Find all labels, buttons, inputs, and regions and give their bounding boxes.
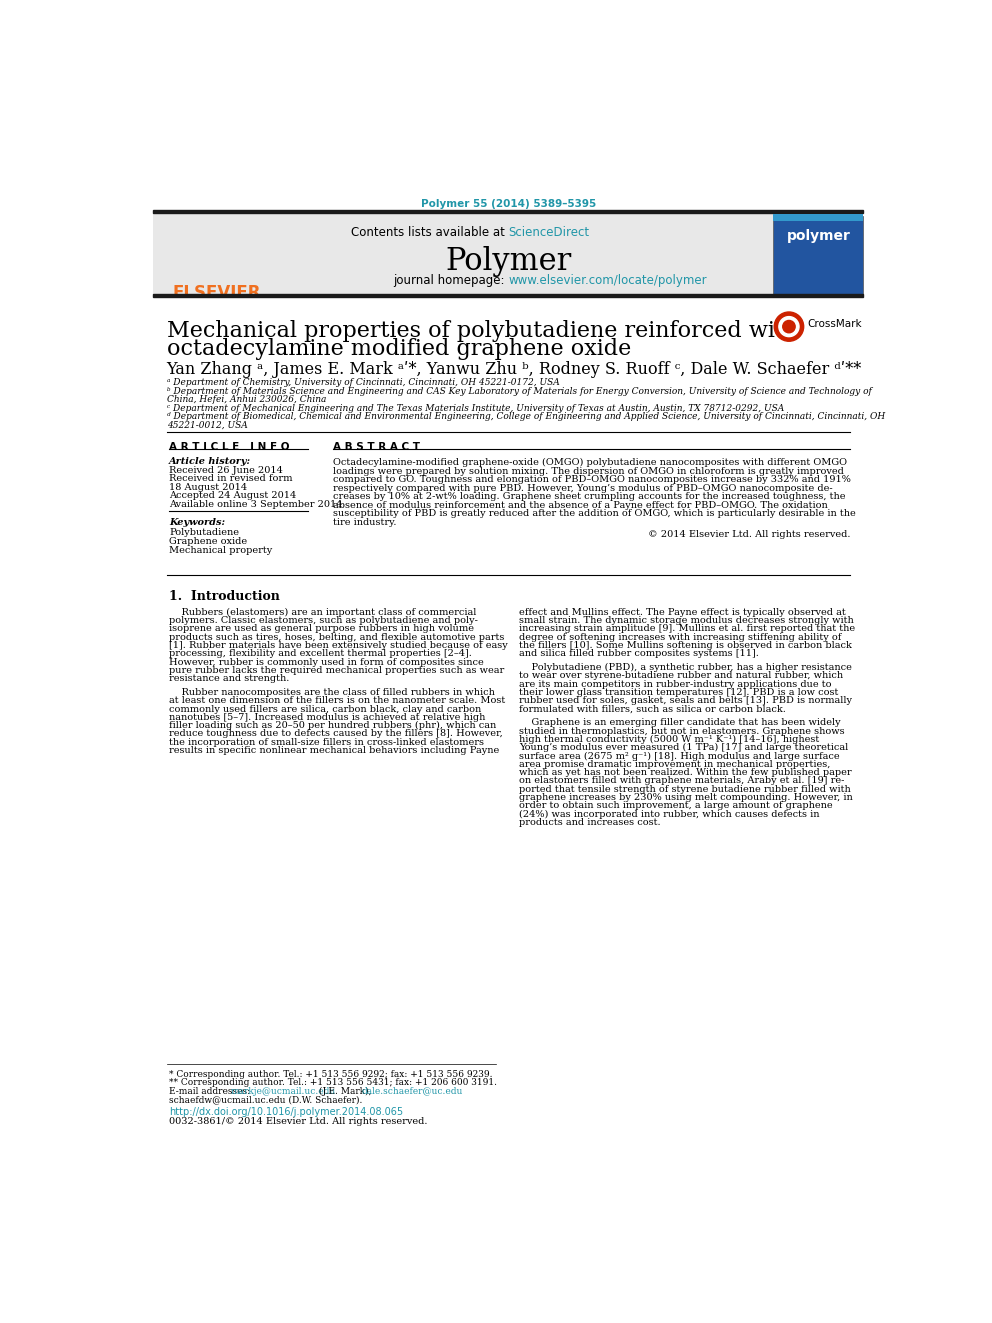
Text: 1.  Introduction: 1. Introduction xyxy=(169,590,280,603)
Text: journal homepage:: journal homepage: xyxy=(393,274,509,287)
Text: E-mail addresses:: E-mail addresses: xyxy=(169,1086,253,1095)
Text: formulated with fillers, such as silica or carbon black.: formulated with fillers, such as silica … xyxy=(519,705,786,713)
Text: to wear over styrene-butadiene rubber and natural rubber, which: to wear over styrene-butadiene rubber an… xyxy=(519,671,843,680)
Text: Accepted 24 August 2014: Accepted 24 August 2014 xyxy=(169,491,297,500)
Text: and silica filled rubber composites systems [11].: and silica filled rubber composites syst… xyxy=(519,650,759,659)
Text: octadecylamine modified graphene oxide: octadecylamine modified graphene oxide xyxy=(167,339,631,360)
Text: compared to GO. Toughness and elongation of PBD–OMGO nanocomposites increase by : compared to GO. Toughness and elongation… xyxy=(333,475,851,484)
Text: © 2014 Elsevier Ltd. All rights reserved.: © 2014 Elsevier Ltd. All rights reserved… xyxy=(648,531,850,538)
Text: Polybutadiene (PBD), a synthetic rubber, has a higher resistance: Polybutadiene (PBD), a synthetic rubber,… xyxy=(519,663,852,672)
Text: effect and Mullins effect. The Payne effect is typically observed at: effect and Mullins effect. The Payne eff… xyxy=(519,607,846,617)
Text: Article history:: Article history: xyxy=(169,456,251,466)
Bar xyxy=(154,209,863,213)
Text: However, rubber is commonly used in form of composites since: However, rubber is commonly used in form… xyxy=(169,658,484,667)
Text: commonly used fillers are silica, carbon black, clay and carbon: commonly used fillers are silica, carbon… xyxy=(169,705,481,713)
Text: absence of modulus reinforcement and the absence of a Payne effect for PBD–OMGO.: absence of modulus reinforcement and the… xyxy=(333,500,828,509)
Text: A R T I C L E   I N F O: A R T I C L E I N F O xyxy=(169,442,290,452)
Text: order to obtain such improvement, a large amount of graphene: order to obtain such improvement, a larg… xyxy=(519,802,833,811)
Circle shape xyxy=(779,316,799,336)
Text: A B S T R A C T: A B S T R A C T xyxy=(333,442,421,452)
Text: 0032-3861/© 2014 Elsevier Ltd. All rights reserved.: 0032-3861/© 2014 Elsevier Ltd. All right… xyxy=(169,1118,428,1126)
Text: on elastomers filled with graphene materials, Araby et al. [19] re-: on elastomers filled with graphene mater… xyxy=(519,777,844,786)
Text: Polymer 55 (2014) 5389–5395: Polymer 55 (2014) 5389–5395 xyxy=(421,198,596,209)
Text: Yan Zhang ᵃ, James E. Mark ᵃʹ*, Yanwu Zhu ᵇ, Rodney S. Ruoff ᶜ, Dale W. Schaefer: Yan Zhang ᵃ, James E. Mark ᵃʹ*, Yanwu Zh… xyxy=(167,360,862,377)
Text: CrossMark: CrossMark xyxy=(807,319,862,329)
Text: dale.schaefer@uc.edu: dale.schaefer@uc.edu xyxy=(362,1086,463,1095)
Text: surface area (2675 m² g⁻¹) [18]. High modulus and large surface: surface area (2675 m² g⁻¹) [18]. High mo… xyxy=(519,751,840,761)
Circle shape xyxy=(774,312,804,341)
Bar xyxy=(154,294,863,298)
Text: products and increases cost.: products and increases cost. xyxy=(519,818,661,827)
Text: www.elsevier.com/locate/polymer: www.elsevier.com/locate/polymer xyxy=(509,274,707,287)
Text: 45221-0012, USA: 45221-0012, USA xyxy=(167,421,247,430)
Text: their lower glass transition temperatures [12]. PBD is a low cost: their lower glass transition temperature… xyxy=(519,688,838,697)
Text: ᵃ Department of Chemistry, University of Cincinnati, Cincinnati, OH 45221-0172, : ᵃ Department of Chemistry, University of… xyxy=(167,378,559,388)
Text: isoprene are used as general purpose rubbers in high volume: isoprene are used as general purpose rub… xyxy=(169,624,474,634)
Text: Graphene is an emerging filler candidate that has been widely: Graphene is an emerging filler candidate… xyxy=(519,718,841,728)
Text: (J.E. Mark),: (J.E. Mark), xyxy=(316,1086,375,1095)
Text: studied in thermoplastics, but not in elastomers. Graphene shows: studied in thermoplastics, but not in el… xyxy=(519,726,845,736)
Text: resistance and strength.: resistance and strength. xyxy=(169,675,290,683)
Text: results in specific nonlinear mechanical behaviors including Payne: results in specific nonlinear mechanical… xyxy=(169,746,499,755)
Text: high thermal conductivity (5000 W m⁻¹ K⁻¹) [14–16], highest: high thermal conductivity (5000 W m⁻¹ K⁻… xyxy=(519,734,819,744)
Text: polymer: polymer xyxy=(787,229,850,243)
Text: Polybutadiene: Polybutadiene xyxy=(169,528,239,537)
Text: Mechanical property: Mechanical property xyxy=(169,546,272,556)
Text: tire industry.: tire industry. xyxy=(333,517,397,527)
Text: creases by 10% at 2-wt% loading. Graphene sheet crumpling accounts for the incre: creases by 10% at 2-wt% loading. Graphen… xyxy=(333,492,846,501)
Text: Rubber nanocomposites are the class of filled rubbers in which: Rubber nanocomposites are the class of f… xyxy=(169,688,495,697)
Text: ScienceDirect: ScienceDirect xyxy=(509,226,589,238)
Text: susceptibility of PBD is greatly reduced after the addition of OMGO, which is pa: susceptibility of PBD is greatly reduced… xyxy=(333,509,856,519)
FancyBboxPatch shape xyxy=(774,214,863,221)
Text: Keywords:: Keywords: xyxy=(169,519,225,528)
FancyBboxPatch shape xyxy=(774,216,863,294)
Text: area promise dramatic improvement in mechanical properties,: area promise dramatic improvement in mec… xyxy=(519,759,830,769)
Text: Contents lists available at: Contents lists available at xyxy=(351,226,509,238)
Text: processing, flexibility and excellent thermal properties [2–4].: processing, flexibility and excellent th… xyxy=(169,650,472,659)
Text: which as yet has not been realized. Within the few published paper: which as yet has not been realized. With… xyxy=(519,769,852,777)
Text: respectively compared with pure PBD. However, Young’s modulus of PBD–OMGO nanoco: respectively compared with pure PBD. How… xyxy=(333,484,833,492)
Text: [1]. Rubber materials have been extensively studied because of easy: [1]. Rubber materials have been extensiv… xyxy=(169,640,508,650)
Text: the fillers [10]. Some Mullins softening is observed in carbon black: the fillers [10]. Some Mullins softening… xyxy=(519,640,852,650)
Text: Polymer: Polymer xyxy=(445,246,571,277)
Text: schaefdw@ucmail.uc.edu (D.W. Schaefer).: schaefdw@ucmail.uc.edu (D.W. Schaefer). xyxy=(169,1095,362,1105)
Text: loadings were prepared by solution mixing. The dispersion of OMGO in chloroform : loadings were prepared by solution mixin… xyxy=(333,467,844,476)
Text: ported that tensile strength of styrene butadiene rubber filled with: ported that tensile strength of styrene … xyxy=(519,785,851,794)
Text: increasing strain amplitude [9]. Mullins et al. first reported that the: increasing strain amplitude [9]. Mullins… xyxy=(519,624,855,634)
Text: Available online 3 September 2014: Available online 3 September 2014 xyxy=(169,500,342,509)
Text: * Corresponding author. Tel.: +1 513 556 9292; fax: +1 513 556 9239.: * Corresponding author. Tel.: +1 513 556… xyxy=(169,1070,492,1078)
Text: (24%) was incorporated into rubber, which causes defects in: (24%) was incorporated into rubber, whic… xyxy=(519,810,819,819)
Text: ᵇ Department of Materials Science and Engineering and CAS Key Laboratory of Mate: ᵇ Department of Materials Science and En… xyxy=(167,386,872,396)
Text: Received in revised form: Received in revised form xyxy=(169,475,293,483)
Text: small strain. The dynamic storage modulus decreases strongly with: small strain. The dynamic storage modulu… xyxy=(519,617,854,624)
Text: Graphene oxide: Graphene oxide xyxy=(169,537,247,546)
Text: Received 26 June 2014: Received 26 June 2014 xyxy=(169,466,283,475)
Text: ᵈ Department of Biomedical, Chemical and Environmental Engineering, College of E: ᵈ Department of Biomedical, Chemical and… xyxy=(167,411,885,421)
Text: ᶜ Department of Mechanical Engineering and The Texas Materials Institute, Univer: ᶜ Department of Mechanical Engineering a… xyxy=(167,404,784,413)
Text: at least one dimension of the fillers is on the nanometer scale. Most: at least one dimension of the fillers is… xyxy=(169,696,505,705)
Circle shape xyxy=(783,320,796,333)
Text: nanotubes [5–7]. Increased modulus is achieved at relative high: nanotubes [5–7]. Increased modulus is ac… xyxy=(169,713,485,722)
Text: 18 August 2014: 18 August 2014 xyxy=(169,483,247,492)
Text: polymers. Classic elastomers, such as polybutadiene and poly-: polymers. Classic elastomers, such as po… xyxy=(169,617,478,624)
Text: markje@ucmail.uc.edu: markje@ucmail.uc.edu xyxy=(231,1086,336,1095)
Text: products such as tires, hoses, belting, and flexible automotive parts: products such as tires, hoses, belting, … xyxy=(169,632,504,642)
Text: rubber used for soles, gasket, seals and belts [13]. PBD is normally: rubber used for soles, gasket, seals and… xyxy=(519,696,852,705)
Text: filler loading such as 20–50 per hundred rubbers (phr), which can: filler loading such as 20–50 per hundred… xyxy=(169,721,496,730)
Text: the incorporation of small-size fillers in cross-linked elastomers: the incorporation of small-size fillers … xyxy=(169,738,484,746)
Text: Young’s modulus ever measured (1 TPa) [17] and large theoretical: Young’s modulus ever measured (1 TPa) [1… xyxy=(519,744,848,753)
Text: degree of softening increases with increasing stiffening ability of: degree of softening increases with incre… xyxy=(519,632,841,642)
Text: pure rubber lacks the required mechanical properties such as wear: pure rubber lacks the required mechanica… xyxy=(169,665,504,675)
Text: ** Corresponding author. Tel.: +1 513 556 5431; fax: +1 206 600 3191.: ** Corresponding author. Tel.: +1 513 55… xyxy=(169,1078,497,1088)
Text: Rubbers (elastomers) are an important class of commercial: Rubbers (elastomers) are an important cl… xyxy=(169,607,476,617)
Text: China, Hefei, Anhui 230026, China: China, Hefei, Anhui 230026, China xyxy=(167,396,326,404)
Text: reduce toughness due to defects caused by the fillers [8]. However,: reduce toughness due to defects caused b… xyxy=(169,729,503,738)
FancyBboxPatch shape xyxy=(154,213,863,296)
Text: Octadecylamine-modified graphene-oxide (OMGO) polybutadiene nanocomposites with : Octadecylamine-modified graphene-oxide (… xyxy=(333,458,847,467)
Text: are its main competitors in rubber-industry applications due to: are its main competitors in rubber-indus… xyxy=(519,680,831,688)
Text: http://dx.doi.org/10.1016/j.polymer.2014.08.065: http://dx.doi.org/10.1016/j.polymer.2014… xyxy=(169,1107,403,1118)
Text: graphene increases by 230% using melt compounding. However, in: graphene increases by 230% using melt co… xyxy=(519,792,853,802)
Text: Mechanical properties of polybutadiene reinforced with: Mechanical properties of polybutadiene r… xyxy=(167,320,798,343)
Text: ELSEVIER: ELSEVIER xyxy=(172,283,261,302)
